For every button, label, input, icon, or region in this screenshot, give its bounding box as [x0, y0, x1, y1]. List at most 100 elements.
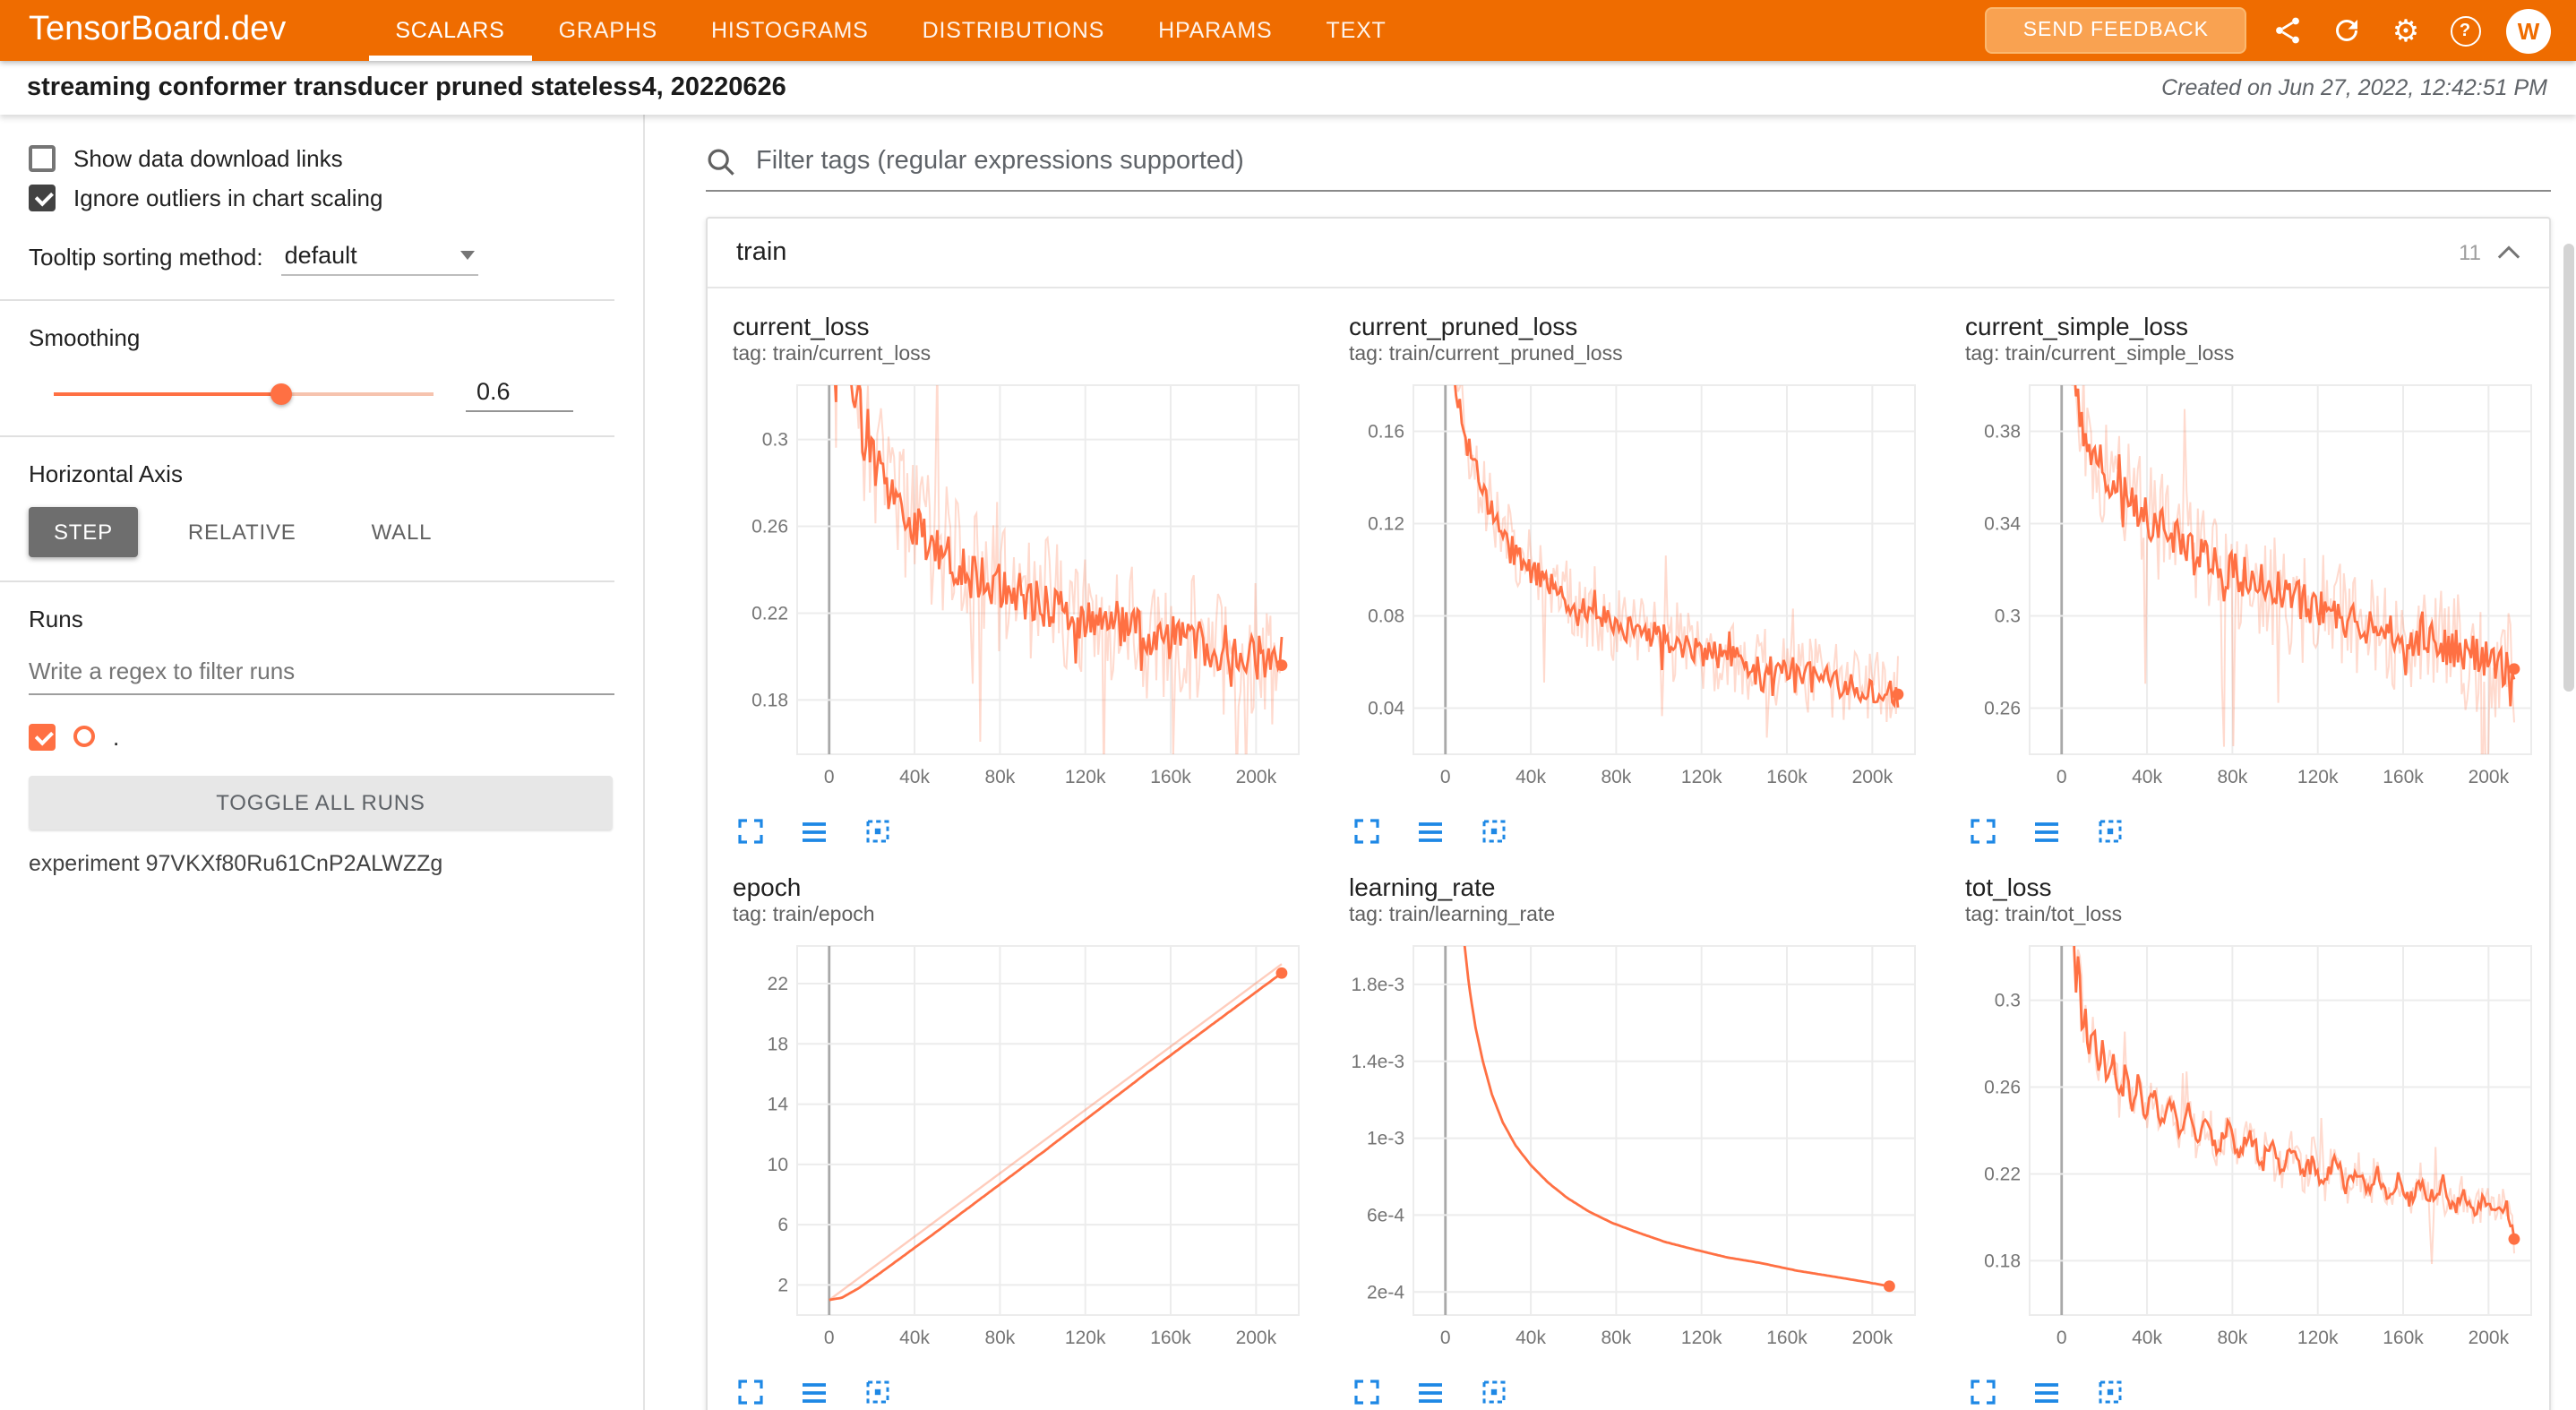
slider-fill	[54, 391, 282, 395]
tab-text[interactable]: TEXT	[1326, 18, 1387, 43]
svg-text:18: 18	[768, 1034, 788, 1054]
send-feedback-button[interactable]: SEND FEEDBACK	[1985, 7, 2246, 54]
smoothing-value-input[interactable]	[466, 374, 573, 412]
chart-plot[interactable]: 0 40k 80k 120k 160k 200k 0.26 0.3 0.34 0.38	[1965, 374, 2542, 804]
scalar-chart-card: learning_rate tag: train/learning_rate 0…	[1349, 871, 1926, 1410]
fit-domain-icon[interactable]	[2098, 1380, 2123, 1405]
svg-text:120k: 120k	[1065, 767, 1106, 787]
svg-text:160k: 160k	[1766, 1328, 1807, 1348]
svg-text:0.26: 0.26	[1984, 1078, 2021, 1098]
expand-chart-icon[interactable]	[738, 819, 763, 844]
refresh-icon[interactable]	[2329, 13, 2365, 48]
axis-button-relative[interactable]: RELATIVE	[163, 507, 322, 557]
chart-tag: tag: train/epoch	[733, 905, 875, 926]
tag-group-collapse[interactable]: 11	[2459, 240, 2520, 265]
scalar-chart-card: current_pruned_loss tag: train/current_p…	[1349, 310, 1926, 849]
settings-sidebar: Show data download links Ignore outliers…	[0, 115, 645, 1410]
run-color-swatch	[73, 726, 95, 747]
tab-distributions[interactable]: DISTRIBUTIONS	[922, 18, 1105, 43]
svg-text:2: 2	[777, 1275, 788, 1295]
svg-text:200k: 200k	[2469, 767, 2510, 787]
data-table-icon[interactable]	[1417, 1380, 1444, 1404]
fit-domain-icon[interactable]	[1481, 1380, 1507, 1405]
tooltip-sorting-select[interactable]: default	[280, 238, 478, 276]
svg-text:200k: 200k	[1236, 1328, 1277, 1348]
slider-thumb[interactable]	[270, 383, 293, 404]
svg-text:1.8e-3: 1.8e-3	[1351, 975, 1404, 995]
svg-text:0: 0	[1440, 767, 1451, 787]
tooltip-sorting-label: Tooltip sorting method:	[29, 244, 263, 271]
tab-graphs[interactable]: GRAPHS	[558, 18, 658, 43]
axis-button-wall[interactable]: WALL	[347, 507, 458, 557]
help-icon[interactable]: ?	[2447, 13, 2483, 48]
chart-plot[interactable]: 0 40k 80k 120k 160k 200k 0.18 0.22 0.26 0.3	[1965, 935, 2542, 1365]
scrollbar[interactable]	[2563, 244, 2574, 692]
tag-group-header[interactable]: train 11	[708, 219, 2549, 288]
data-table-icon[interactable]	[1417, 820, 1444, 843]
ignore-outliers-checkbox-row[interactable]: Ignore outliers in chart scaling	[29, 177, 614, 217]
svg-text:0.26: 0.26	[751, 517, 788, 537]
fit-domain-icon[interactable]	[865, 1380, 890, 1405]
tag-filter-input[interactable]	[752, 145, 2551, 177]
fit-domain-icon[interactable]	[2098, 819, 2123, 844]
data-table-icon[interactable]	[2033, 820, 2060, 843]
expand-chart-icon[interactable]	[1971, 1380, 1996, 1405]
main-panel: train 11 current_loss tag: train/current…	[645, 115, 2576, 1410]
tab-histograms[interactable]: HISTOGRAMS	[711, 18, 869, 43]
run-checkbox[interactable]	[29, 723, 56, 750]
svg-text:40k: 40k	[899, 1328, 930, 1348]
expand-chart-icon[interactable]	[1354, 1380, 1379, 1405]
show-download-links-label: Show data download links	[73, 144, 343, 171]
toggle-all-runs-button[interactable]: TOGGLE ALL RUNS	[29, 776, 613, 830]
chart-title: learning_rate	[1349, 873, 1496, 901]
svg-text:1e-3: 1e-3	[1367, 1129, 1404, 1149]
data-table-icon[interactable]	[2033, 1380, 2060, 1404]
app-logo[interactable]: TensorBoard.dev	[29, 11, 287, 48]
content: Show data download links Ignore outliers…	[0, 115, 2576, 1410]
data-table-icon[interactable]	[801, 1380, 828, 1404]
settings-gear-icon[interactable]: ⚙	[2391, 13, 2420, 47]
show-download-links-checkbox[interactable]	[29, 144, 56, 171]
chart-plot[interactable]: 0 40k 80k 120k 160k 200k 2e-4 6e-4 1e-3 1.4e-3 1.8…	[1349, 935, 1926, 1365]
share-icon[interactable]	[2270, 13, 2306, 48]
tab-hparams[interactable]: HPARAMS	[1158, 18, 1273, 43]
search-icon	[706, 146, 736, 176]
runs-filter-input[interactable]	[29, 650, 614, 695]
run-row[interactable]: .	[29, 718, 614, 754]
chart-title: current_loss	[733, 312, 870, 340]
header-actions: SEND FEEDBACK ⚙ ? W	[1985, 0, 2576, 61]
svg-text:6e-4: 6e-4	[1367, 1205, 1404, 1225]
fit-domain-icon[interactable]	[865, 819, 890, 844]
chart-plot[interactable]: 0 40k 80k 120k 160k 200k 2 6 10 14 18 22	[733, 935, 1309, 1365]
ignore-outliers-checkbox[interactable]	[29, 184, 56, 211]
axis-button-step[interactable]: STEP	[29, 507, 138, 557]
chart-tag: tag: train/current_loss	[733, 344, 932, 365]
svg-text:0.3: 0.3	[1995, 606, 2021, 627]
expand-chart-icon[interactable]	[1971, 819, 1996, 844]
svg-text:160k: 160k	[1150, 1328, 1191, 1348]
svg-text:200k: 200k	[1852, 767, 1893, 787]
expand-chart-icon[interactable]	[738, 1380, 763, 1405]
chart-title: current_simple_loss	[1965, 312, 2188, 340]
chart-plot[interactable]: 0 40k 80k 120k 160k 200k 0.18 0.22 0.26 0.3	[733, 374, 1309, 804]
chart-title: current_pruned_loss	[1349, 312, 1578, 340]
tab-scalars[interactable]: SCALARS	[368, 0, 532, 61]
runs-label: Runs	[29, 606, 83, 632]
svg-text:0.34: 0.34	[1984, 514, 2021, 535]
expand-chart-icon[interactable]	[1354, 819, 1379, 844]
chart-plot[interactable]: 0 40k 80k 120k 160k 200k 0.04 0.08 0.12 0.16	[1349, 374, 1926, 804]
svg-text:120k: 120k	[1681, 1328, 1722, 1348]
horizontal-axis-label: Horizontal Axis	[29, 460, 183, 487]
svg-text:200k: 200k	[2469, 1328, 2510, 1348]
data-table-icon[interactable]	[801, 820, 828, 843]
avatar[interactable]: W	[2506, 8, 2551, 53]
chart-actions	[733, 804, 1309, 849]
svg-text:0.18: 0.18	[1984, 1251, 2021, 1271]
show-download-links-checkbox-row[interactable]: Show data download links	[29, 138, 614, 177]
chevron-down-icon	[459, 251, 475, 260]
smoothing-slider[interactable]	[54, 381, 434, 406]
divider	[0, 435, 614, 437]
fit-domain-icon[interactable]	[1481, 819, 1507, 844]
svg-text:200k: 200k	[1236, 767, 1277, 787]
